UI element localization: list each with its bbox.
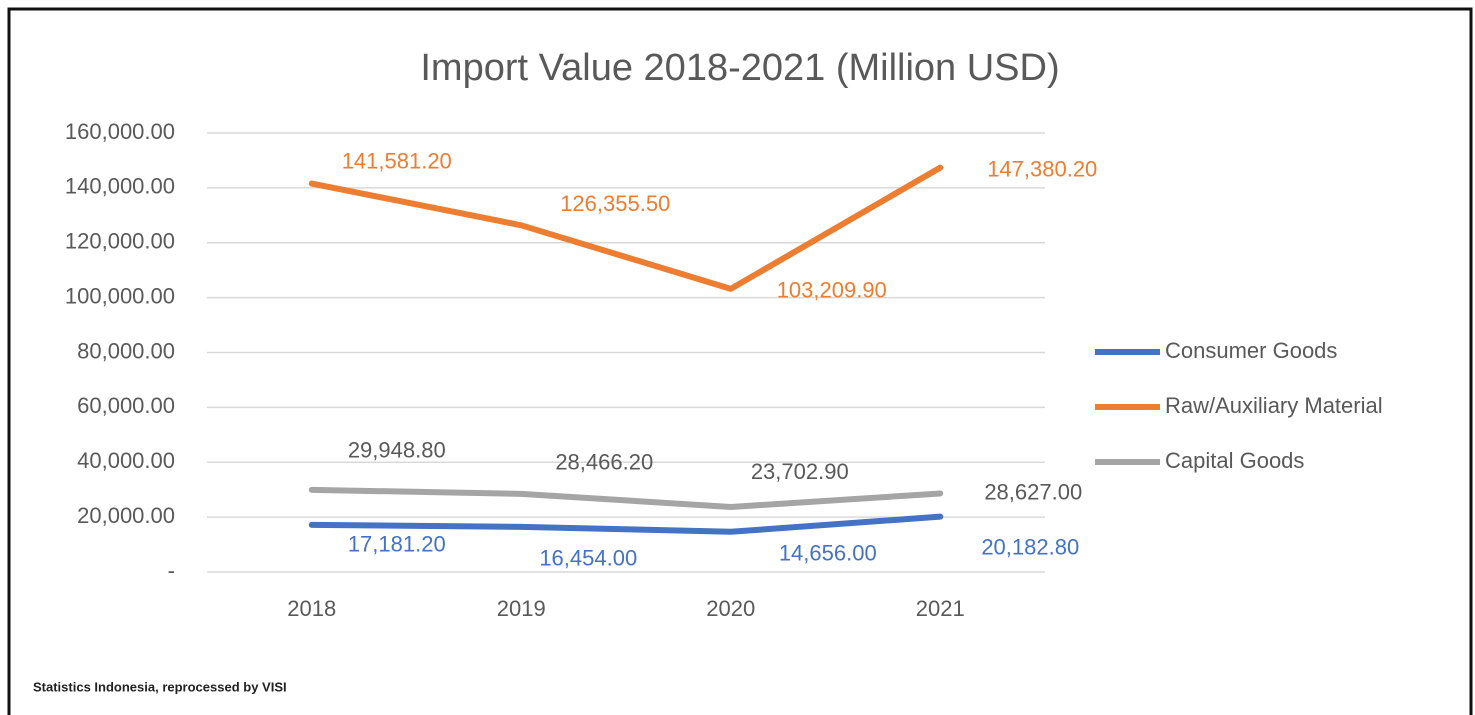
data-label: 23,702.90 bbox=[751, 459, 849, 484]
chart-title: Import Value 2018-2021 (Million USD) bbox=[420, 47, 1059, 89]
series-line bbox=[308, 486, 944, 510]
y-tick-label: 120,000.00 bbox=[65, 229, 175, 254]
legend-label: Raw/Auxiliary Material bbox=[1165, 393, 1383, 418]
legend-label: Capital Goods bbox=[1165, 448, 1304, 473]
y-tick-label: 40,000.00 bbox=[77, 448, 175, 473]
data-label: 16,454.00 bbox=[539, 546, 637, 571]
data-label: 147,380.20 bbox=[987, 156, 1097, 181]
x-tick-label: 2020 bbox=[706, 596, 755, 621]
data-label: 14,656.00 bbox=[779, 541, 877, 566]
source-note: Statistics Indonesia, reprocessed by VIS… bbox=[33, 679, 287, 694]
x-tick-label: 2019 bbox=[497, 596, 546, 621]
data-label: 28,627.00 bbox=[984, 479, 1082, 504]
x-tick-label: 2021 bbox=[916, 596, 965, 621]
data-label: 28,466.20 bbox=[555, 450, 653, 475]
y-tick-label: - bbox=[168, 558, 175, 583]
y-tick-label: 140,000.00 bbox=[65, 174, 175, 199]
y-tick-label: 60,000.00 bbox=[77, 393, 175, 418]
data-label: 126,355.50 bbox=[560, 191, 670, 216]
x-tick-label: 2018 bbox=[287, 596, 336, 621]
y-tick-label: 100,000.00 bbox=[65, 283, 175, 308]
y-tick-label: 160,000.00 bbox=[65, 119, 175, 144]
frame bbox=[7, 7, 1473, 715]
data-label: 29,948.80 bbox=[348, 438, 446, 463]
series-line bbox=[308, 513, 944, 535]
data-label: 141,581.20 bbox=[342, 148, 452, 173]
data-label: 17,181.20 bbox=[348, 532, 446, 557]
data-label: 103,209.90 bbox=[777, 278, 887, 303]
series-line bbox=[308, 164, 944, 292]
y-tick-label: 20,000.00 bbox=[77, 503, 175, 528]
data-label: 20,182.80 bbox=[981, 534, 1079, 559]
legend-label: Consumer Goods bbox=[1165, 338, 1337, 363]
y-tick-label: 80,000.00 bbox=[77, 338, 175, 363]
